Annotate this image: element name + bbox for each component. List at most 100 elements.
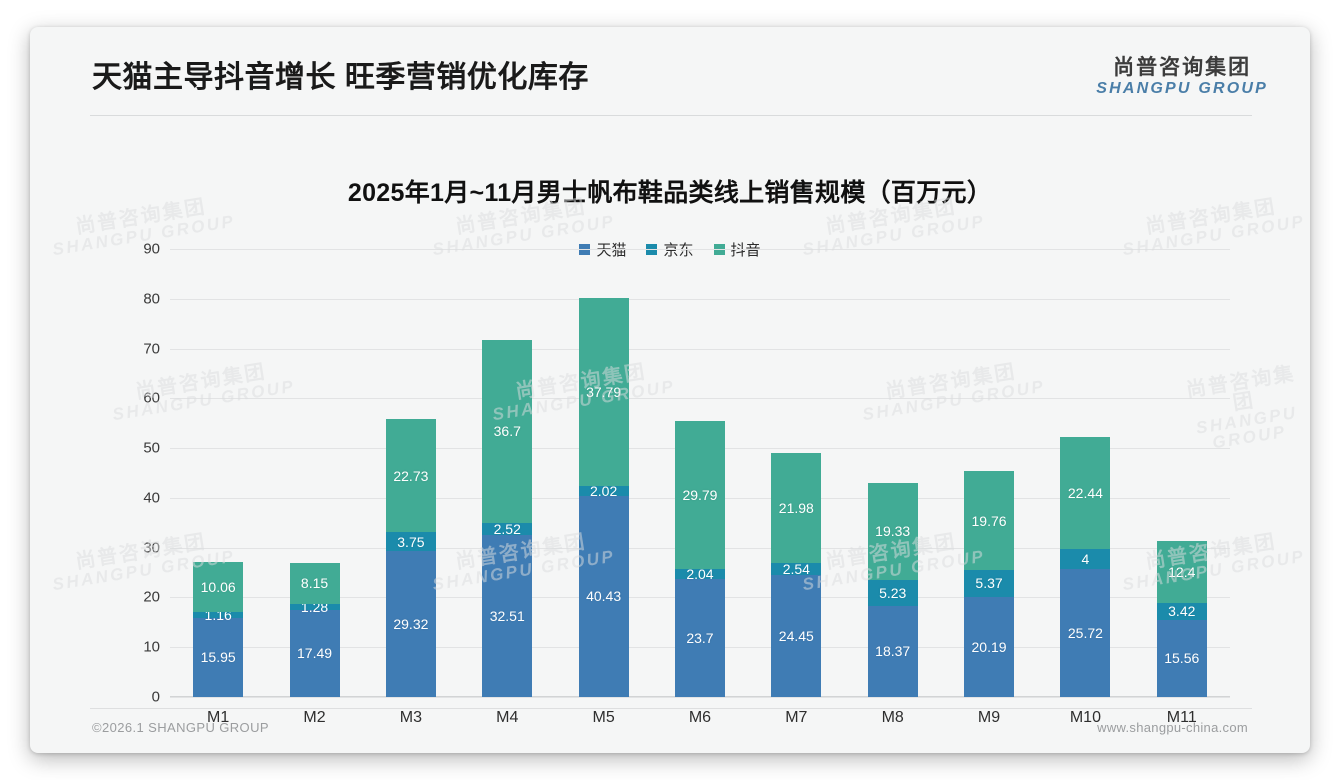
bar-column[interactable]: 23.7 2.04 29.79 M6 [652, 249, 748, 726]
bar-segment-京东[interactable]: 1.28 [289, 599, 340, 615]
bar-group: 15.95 1.16 10.06 M1 17.49 1.28 8.15 M2 29.32 3.75… [170, 249, 1230, 726]
bar-segment-抖音[interactable]: 22.44 [1060, 437, 1111, 550]
stacked-bar[interactable]: 25.72 4 22.44 [1060, 437, 1111, 697]
x-axis-tick-label: M8 [881, 709, 904, 726]
bar-value-label: 2.04 [686, 565, 714, 582]
bar-segment-京东[interactable]: 2.54 [771, 560, 822, 577]
bar-segment-京东[interactable]: 2.02 [578, 482, 629, 499]
stacked-bar[interactable]: 15.56 3.42 12.4 [1156, 540, 1207, 697]
bar-value-label: 20.19 [971, 638, 1007, 655]
y-axis-tick-label: 10 [143, 638, 160, 656]
bar-column[interactable]: 18.37 5.23 19.33 M8 [845, 249, 941, 726]
y-axis-tick-label: 30 [143, 539, 160, 557]
x-axis-tick-label: M9 [977, 709, 1001, 726]
bar-value-label: 36.7 [493, 423, 521, 440]
stacked-bar[interactable]: 23.7 2.04 29.79 [674, 420, 725, 697]
bar-value-label: 22.73 [393, 467, 429, 484]
legend-label: 抖音 [730, 242, 761, 259]
bar-segment-抖音[interactable]: 19.33 [867, 483, 918, 580]
bar-value-label: 2.54 [782, 560, 810, 577]
bar-segment-抖音[interactable]: 36.7 [482, 339, 533, 523]
bar-column[interactable]: 24.45 2.54 21.98 M7 [748, 249, 844, 726]
y-axis-tick-label: 50 [143, 439, 160, 457]
x-axis-tick-label: M7 [785, 709, 808, 726]
bar-segment-京东[interactable]: 4 [1060, 549, 1111, 569]
bar-column[interactable]: 25.72 4 22.44 M10 [1037, 249, 1133, 726]
bar-segment-天猫[interactable]: 17.49 [289, 609, 340, 697]
bar-segment-天猫[interactable]: 24.45 [771, 575, 822, 697]
bar-segment-京东[interactable]: 5.37 [964, 569, 1015, 597]
bar-value-label: 10.06 [200, 578, 236, 595]
bar-segment-抖音[interactable]: 22.73 [385, 419, 436, 533]
bar-segment-天猫[interactable]: 15.95 [193, 617, 244, 697]
bar-value-label: 3.42 [1168, 603, 1196, 620]
bar-value-label: 2.02 [589, 482, 618, 499]
bar-value-label: 32.51 [489, 608, 525, 625]
stacked-bar[interactable]: 20.19 5.37 19.76 [964, 471, 1015, 697]
bar-column[interactable]: 20.19 5.37 19.76 M9 [941, 249, 1037, 726]
bar-column[interactable]: 32.51 2.52 36.7 M4 [459, 249, 555, 726]
stacked-bar[interactable]: 17.49 1.28 8.15 [289, 563, 340, 697]
legend-label: 京东 [663, 242, 694, 259]
bar-segment-抖音[interactable]: 37.79 [578, 297, 629, 486]
stacked-bar[interactable]: 29.32 3.75 22.73 [385, 419, 436, 697]
bar-segment-京东[interactable]: 3.75 [385, 532, 436, 552]
bar-segment-京东[interactable]: 5.23 [867, 579, 918, 606]
header-divider [90, 115, 1252, 116]
page-title: 天猫主导抖音增长 旺季营销优化库存 [92, 61, 589, 94]
bar-segment-抖音[interactable]: 8.15 [289, 563, 340, 604]
x-axis-tick-label: M11 [1166, 709, 1197, 726]
bar-segment-京东[interactable]: 1.16 [193, 607, 244, 623]
gridline: 80 [143, 290, 1230, 307]
bar-segment-抖音[interactable]: 12.4 [1156, 540, 1207, 603]
bar-segment-抖音[interactable]: 10.06 [193, 561, 244, 612]
stacked-bar[interactable]: 32.51 2.52 36.7 [482, 339, 533, 697]
bar-column[interactable]: 40.43 2.02 37.79 M5 [555, 249, 651, 726]
bar-value-label: 2.52 [493, 520, 521, 537]
bar-column[interactable]: 17.49 1.28 8.15 M2 [266, 249, 362, 726]
bar-value-label: 29.32 [393, 616, 429, 633]
bar-segment-抖音[interactable]: 21.98 [771, 453, 822, 563]
bar-column[interactable]: 15.56 3.42 12.4 M11 [1134, 249, 1230, 726]
x-axis-tick-label: M2 [303, 709, 326, 726]
gridline: 90 [143, 241, 1230, 258]
footer-copyright: ©2026.1 SHANGPU GROUP [92, 720, 269, 735]
y-axis-tick-label: 0 [151, 688, 160, 706]
bar-segment-天猫[interactable]: 40.43 [578, 495, 629, 697]
x-axis-tick-label: M4 [496, 709, 519, 726]
legend-label: 天猫 [596, 242, 627, 259]
stacked-bar[interactable]: 18.37 5.23 19.33 [867, 483, 918, 697]
slide-header: 天猫主导抖音增长 旺季营销优化库存 尚普咨询集团 SHANGPU GROUP [30, 27, 1310, 117]
bar-column[interactable]: 29.32 3.75 22.73 M3 [363, 249, 459, 726]
bar-value-label: 24.45 [778, 628, 814, 645]
bar-value-label: 8.15 [300, 575, 329, 592]
y-axis-tick-label: 40 [143, 489, 160, 507]
stacked-bar[interactable]: 24.45 2.54 21.98 [771, 453, 822, 697]
stacked-bar[interactable]: 40.43 2.02 37.79 [578, 297, 629, 697]
footer-website[interactable]: www.shangpu-china.com [1097, 720, 1248, 735]
bar-segment-天猫[interactable]: 18.37 [867, 605, 918, 697]
y-axis-tick-label: 70 [143, 340, 160, 358]
bar-segment-京东[interactable]: 2.04 [674, 565, 725, 582]
bar-segment-天猫[interactable]: 15.56 [1156, 619, 1207, 697]
bar-segment-天猫[interactable]: 20.19 [964, 596, 1015, 697]
bar-segment-京东[interactable]: 2.52 [482, 520, 533, 537]
bar-segment-天猫[interactable]: 23.7 [674, 579, 725, 697]
stacked-bar[interactable]: 15.95 1.16 10.06 [193, 561, 244, 697]
y-axis-tick-label: 90 [143, 240, 160, 258]
bar-value-label: 22.44 [1067, 485, 1103, 502]
bar-value-label: 23.7 [686, 630, 714, 647]
bar-segment-京东[interactable]: 3.42 [1156, 602, 1207, 620]
x-axis-tick-label: M5 [592, 709, 615, 726]
bar-column[interactable]: 15.95 1.16 10.06 M1 [170, 249, 266, 726]
bar-segment-天猫[interactable]: 29.32 [385, 551, 436, 697]
bar-segment-抖音[interactable]: 19.76 [964, 471, 1015, 570]
bar-segment-天猫[interactable]: 32.51 [482, 535, 533, 697]
brand-name-en: SHANGPU GROUP [1096, 80, 1268, 98]
bar-value-label: 3.75 [397, 533, 425, 550]
chart-title: 2025年1月~11月男士帆布鞋品类线上销售规模（百万元） [347, 179, 993, 207]
bar-segment-天猫[interactable]: 25.72 [1060, 568, 1111, 697]
bar-value-label: 21.98 [778, 499, 814, 516]
brand-name-cn: 尚普咨询集团 [1113, 56, 1252, 79]
bar-segment-抖音[interactable]: 29.79 [674, 420, 725, 569]
